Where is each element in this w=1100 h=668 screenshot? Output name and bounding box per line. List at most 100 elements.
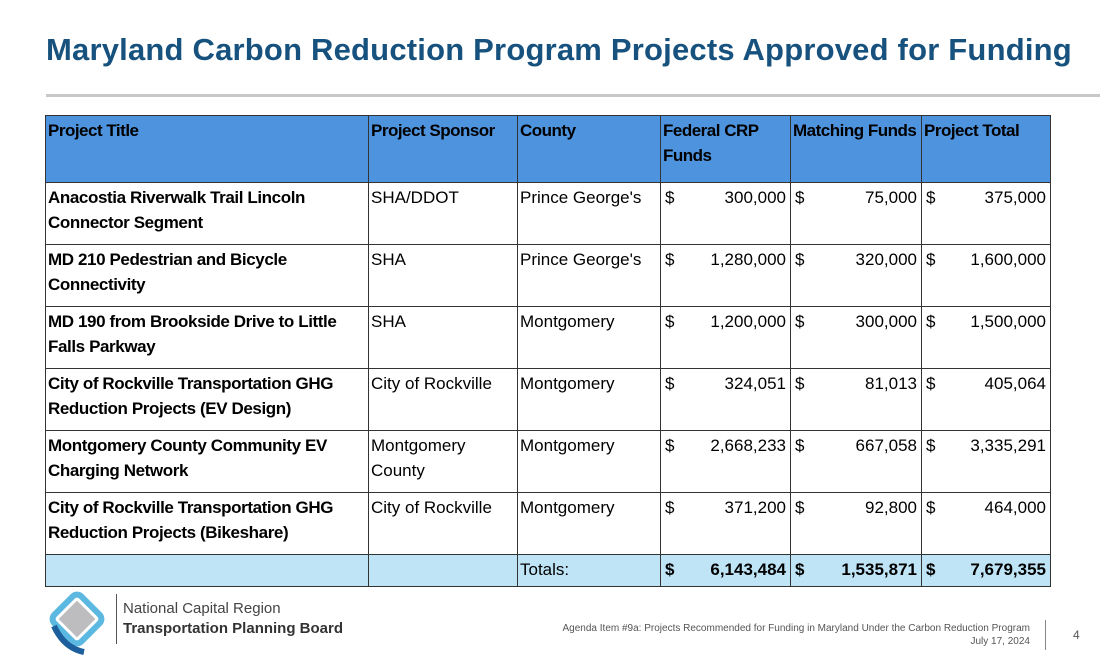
project-total-cell-value: 375,000 — [984, 188, 1046, 207]
header-matching-funds: Matching Funds — [790, 115, 922, 183]
project-title-cell: City of Rockville Transportation GHG Red… — [45, 492, 369, 555]
federal-total-cell: $6,143,484 — [660, 554, 791, 587]
federal-funds-cell-value: 1,200,000 — [710, 312, 786, 331]
matching-total-cell-value: 1,535,871 — [841, 560, 917, 579]
currency-symbol: $ — [926, 374, 936, 393]
currency-symbol: $ — [926, 250, 936, 269]
project-title-cell: City of Rockville Transportation GHG Red… — [45, 368, 369, 431]
currency-symbol: $ — [926, 498, 936, 517]
totals-label: Totals: — [517, 554, 661, 587]
federal-funds-cell-value: 371,200 — [724, 498, 786, 517]
county-cell: Prince George's — [517, 182, 661, 245]
footer-divider — [1045, 620, 1046, 650]
project-title-cell: Anacostia Riverwalk Trail Lincoln Connec… — [45, 182, 369, 245]
sponsor-cell: Montgomery County — [368, 430, 518, 493]
federal-funds-cell: $300,000 — [660, 182, 791, 245]
matching-funds-cell: $75,000 — [790, 182, 922, 245]
currency-symbol: $ — [795, 250, 805, 269]
currency-symbol: $ — [665, 250, 675, 269]
currency-symbol: $ — [665, 498, 675, 517]
totals-empty — [368, 554, 518, 587]
currency-symbol: $ — [795, 498, 805, 517]
table-row: City of Rockville Transportation GHG Red… — [45, 368, 1051, 431]
logo-divider — [116, 594, 117, 644]
header-project-total: Project Total — [921, 115, 1051, 183]
currency-symbol: $ — [926, 188, 936, 207]
county-cell: Montgomery — [517, 430, 661, 493]
project-total-cell-value: 3,335,291 — [970, 436, 1046, 455]
currency-symbol: $ — [665, 188, 675, 207]
table-row: MD 210 Pedestrian and Bicycle Connectivi… — [45, 244, 1051, 307]
matching-funds-cell-value: 75,000 — [865, 188, 917, 207]
sponsor-cell: SHA — [368, 244, 518, 307]
currency-symbol: $ — [795, 374, 805, 393]
federal-funds-cell: $1,280,000 — [660, 244, 791, 307]
matching-funds-cell: $320,000 — [790, 244, 922, 307]
grand-total-cell: $7,679,355 — [921, 554, 1051, 587]
project-total-cell: $1,500,000 — [921, 306, 1051, 369]
matching-funds-cell-value: 92,800 — [865, 498, 917, 517]
project-total-cell-value: 405,064 — [984, 374, 1046, 393]
table-row: City of Rockville Transportation GHG Red… — [45, 492, 1051, 555]
currency-symbol: $ — [926, 312, 936, 331]
title-divider — [46, 94, 1100, 97]
county-cell: Prince George's — [517, 244, 661, 307]
header-project-title: Project Title — [45, 115, 369, 183]
projects-table: Project Title Project Sponsor County Fed… — [45, 115, 1051, 587]
agenda-item: Agenda Item #9a: Projects Recommended fo… — [562, 623, 1030, 634]
table-header-row: Project Title Project Sponsor County Fed… — [45, 115, 1051, 183]
federal-funds-cell: $371,200 — [660, 492, 791, 555]
federal-funds-cell-value: 1,280,000 — [710, 250, 786, 269]
currency-symbol: $ — [926, 560, 936, 579]
currency-symbol: $ — [926, 436, 936, 455]
project-total-cell: $375,000 — [921, 182, 1051, 245]
page-title: Maryland Carbon Reduction Program Projec… — [46, 32, 1072, 67]
project-title-cell: MD 210 Pedestrian and Bicycle Connectivi… — [45, 244, 369, 307]
header-federal-funds: Federal CRP Funds — [660, 115, 791, 183]
matching-funds-cell-value: 320,000 — [855, 250, 917, 269]
federal-funds-cell-value: 324,051 — [724, 374, 786, 393]
header-project-sponsor: Project Sponsor — [368, 115, 518, 183]
project-total-cell: $464,000 — [921, 492, 1051, 555]
county-cell: Montgomery — [517, 368, 661, 431]
totals-row: Totals: $6,143,484 $1,535,871 $7,679,355 — [45, 554, 1051, 587]
project-total-cell-value: 464,000 — [984, 498, 1046, 517]
totals-empty — [45, 554, 369, 587]
federal-funds-cell-value: 2,668,233 — [710, 436, 786, 455]
federal-funds-cell: $1,200,000 — [660, 306, 791, 369]
agenda-date: July 17, 2024 — [970, 636, 1031, 647]
matching-funds-cell-value: 300,000 — [855, 312, 917, 331]
county-cell: Montgomery — [517, 306, 661, 369]
org-name-line1: National Capital Region — [123, 600, 281, 617]
currency-symbol: $ — [665, 312, 675, 331]
federal-funds-cell: $2,668,233 — [660, 430, 791, 493]
currency-symbol: $ — [665, 560, 675, 579]
page-number: 4 — [1073, 628, 1080, 642]
federal-funds-cell-value: 300,000 — [724, 188, 786, 207]
sponsor-cell: SHA/DDOT — [368, 182, 518, 245]
currency-symbol: $ — [795, 312, 805, 331]
federal-funds-cell: $324,051 — [660, 368, 791, 431]
federal-total-cell-value: 6,143,484 — [710, 560, 786, 579]
header-county: County — [517, 115, 661, 183]
project-total-cell: $3,335,291 — [921, 430, 1051, 493]
currency-symbol: $ — [795, 188, 805, 207]
matching-funds-cell: $300,000 — [790, 306, 922, 369]
sponsor-cell: City of Rockville — [368, 492, 518, 555]
sponsor-cell: SHA — [368, 306, 518, 369]
project-total-cell-value: 1,600,000 — [970, 250, 1046, 269]
sponsor-cell: City of Rockville — [368, 368, 518, 431]
matching-total-cell: $1,535,871 — [790, 554, 922, 587]
agenda-caption: Agenda Item #9a: Projects Recommended fo… — [563, 622, 1030, 648]
table-row: MD 190 from Brookside Drive to Little Fa… — [45, 306, 1051, 369]
currency-symbol: $ — [795, 436, 805, 455]
matching-funds-cell-value: 667,058 — [855, 436, 917, 455]
matching-funds-cell: $92,800 — [790, 492, 922, 555]
county-cell: Montgomery — [517, 492, 661, 555]
table-row: Montgomery County Community EV Charging … — [45, 430, 1051, 493]
project-total-cell: $405,064 — [921, 368, 1051, 431]
project-title-cell: Montgomery County Community EV Charging … — [45, 430, 369, 493]
project-total-cell: $1,600,000 — [921, 244, 1051, 307]
org-name-line2: Transportation Planning Board — [123, 620, 344, 637]
currency-symbol: $ — [665, 374, 675, 393]
